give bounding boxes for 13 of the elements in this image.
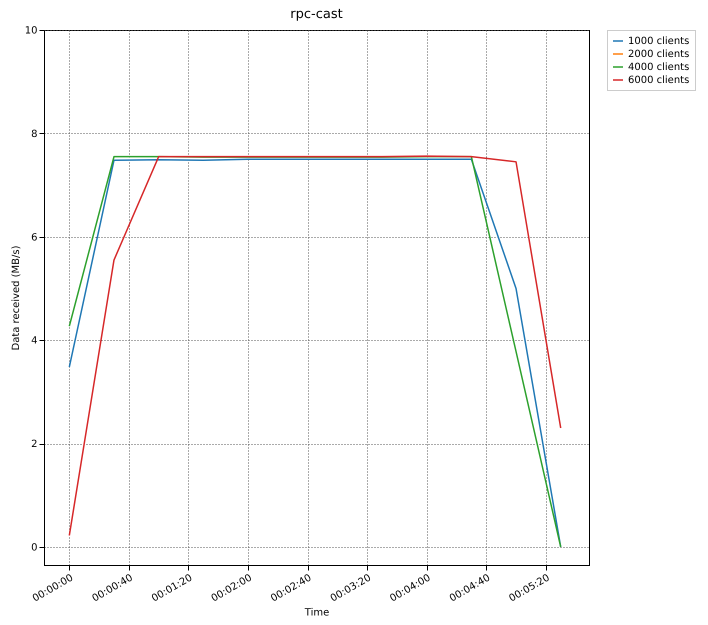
y-axis-title: Data received (MB/s) <box>10 245 22 350</box>
legend-label: 6000 clients <box>628 75 690 86</box>
y-tick-label: 2 <box>31 439 38 450</box>
y-tick-label: 0 <box>31 542 38 554</box>
chart-title: rpc-cast <box>290 7 343 22</box>
y-tick-label: 10 <box>24 26 38 36</box>
x-axis-title: Time <box>304 608 330 619</box>
legend-label: 4000 clients <box>628 62 690 73</box>
legend-label: 2000 clients <box>628 49 690 60</box>
y-tick-label: 6 <box>31 232 38 244</box>
y-tick-label: 8 <box>31 128 38 140</box>
legend-label: 1000 clients <box>628 36 690 47</box>
y-tick-label: 4 <box>31 336 38 347</box>
